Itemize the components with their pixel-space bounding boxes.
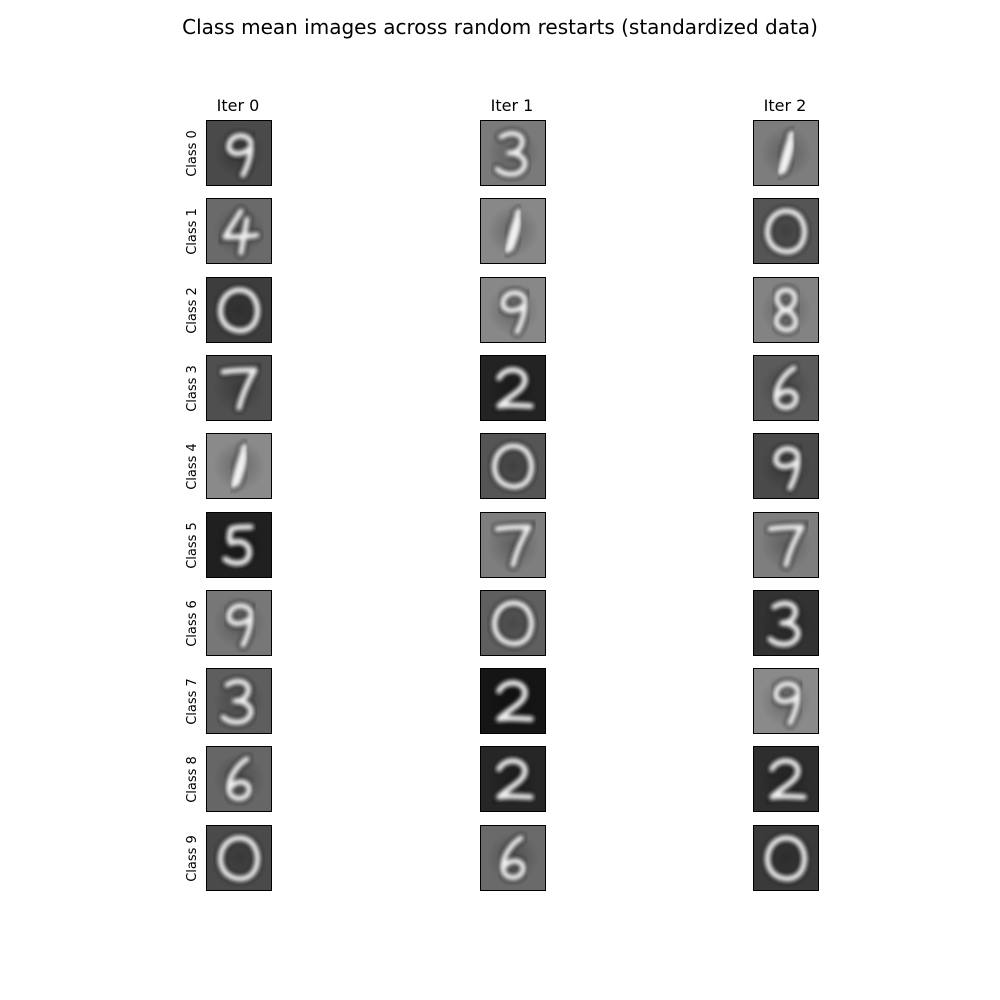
class-mean-image [753, 277, 819, 343]
class-mean-image [480, 120, 546, 186]
row-label: Class 8 [184, 755, 200, 803]
class-mean-image [206, 120, 272, 186]
row-label: Class 7 [184, 677, 200, 725]
row-label: Class 5 [184, 521, 200, 569]
row-label: Class 0 [184, 129, 200, 177]
row-label: Class 9 [184, 834, 200, 882]
class-mean-image [480, 512, 546, 578]
class-mean-image [753, 355, 819, 421]
class-mean-image [753, 590, 819, 656]
class-mean-image [753, 668, 819, 734]
row-label: Class 6 [184, 599, 200, 647]
class-mean-image [206, 198, 272, 264]
class-mean-image [206, 825, 272, 891]
row-label: Class 4 [184, 442, 200, 490]
class-mean-image [480, 433, 546, 499]
class-mean-image [480, 198, 546, 264]
class-mean-image [753, 825, 819, 891]
row-label: Class 2 [184, 286, 200, 334]
class-mean-image [480, 590, 546, 656]
class-mean-image [206, 590, 272, 656]
column-label: Iter 2 [763, 96, 807, 115]
class-mean-image [753, 120, 819, 186]
class-mean-image [480, 668, 546, 734]
class-mean-image [206, 355, 272, 421]
class-mean-image [206, 433, 272, 499]
class-mean-image [480, 746, 546, 812]
class-mean-image [753, 746, 819, 812]
figure-title: Class mean images across random restarts… [182, 15, 818, 39]
row-label: Class 1 [184, 207, 200, 255]
column-label: Iter 1 [490, 96, 534, 115]
class-mean-image [753, 512, 819, 578]
column-label: Iter 0 [216, 96, 260, 115]
class-mean-image [206, 668, 272, 734]
row-label: Class 3 [184, 364, 200, 412]
class-mean-image [480, 355, 546, 421]
class-mean-image [206, 512, 272, 578]
class-mean-image [753, 198, 819, 264]
class-mean-image [206, 277, 272, 343]
class-mean-image [206, 746, 272, 812]
class-mean-image [480, 277, 546, 343]
class-mean-image [480, 825, 546, 891]
class-mean-image [753, 433, 819, 499]
